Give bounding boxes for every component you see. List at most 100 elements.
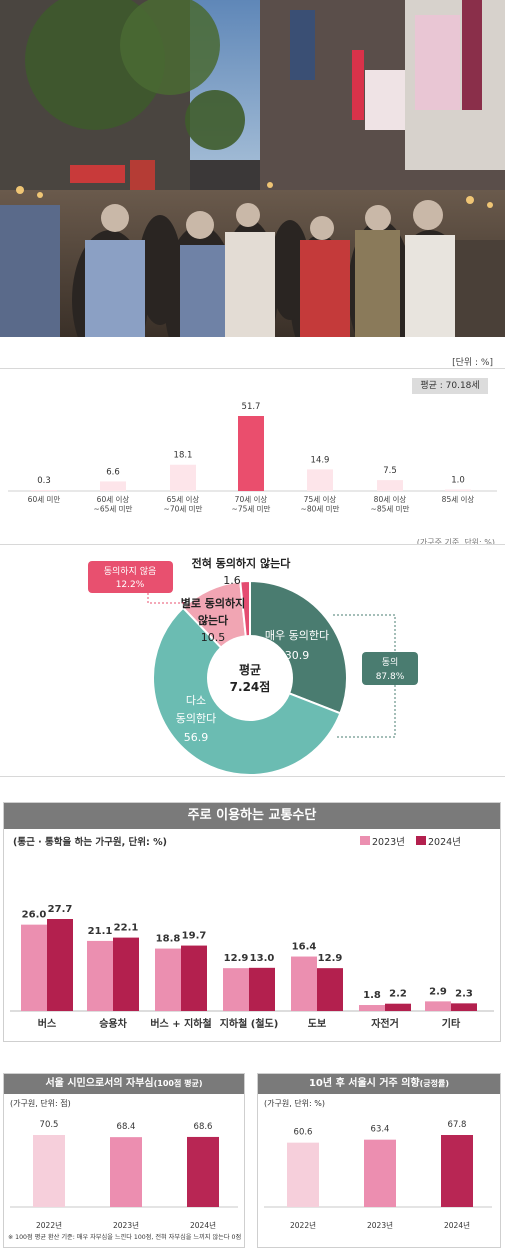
- bar-0-1: [87, 940, 113, 1011]
- value-label-1-2: 19.7: [182, 931, 207, 942]
- bar-3: [238, 416, 264, 491]
- bar-0: [33, 1135, 65, 1207]
- category-label-4-0: 75세 이상: [304, 494, 337, 504]
- value-label-1-1: 22.1: [114, 923, 139, 934]
- category-label-1: 2023년: [367, 1220, 393, 1230]
- pride-bars: 70.5 2022년 68.4 2023년 68.6 2024년: [10, 1120, 238, 1230]
- category-label-1-0: 60세 이상: [97, 494, 130, 504]
- value-label-0-4: 16.4: [292, 942, 317, 953]
- value-label-0-2: 18.8: [156, 934, 181, 945]
- bar-4: [307, 469, 333, 491]
- value-label-0-6: 2.9: [429, 986, 447, 997]
- value-label-6: 1.0: [451, 476, 465, 486]
- category-label-2: 2024년: [444, 1220, 470, 1230]
- callout-agree-value: 87.8%: [376, 672, 405, 682]
- value-label-0-3: 12.9: [224, 953, 249, 964]
- callout-agree-box: [362, 652, 418, 685]
- category-label-4: 도보: [308, 1018, 326, 1030]
- bar-1-4: [317, 968, 343, 1011]
- callout-disagree-title: 동의하지 않음: [104, 566, 157, 577]
- bar-1-0: [47, 919, 73, 1011]
- donut-hole: [207, 635, 293, 721]
- value-label-0: 70.5: [40, 1120, 59, 1130]
- transport-chart: 주로 이용하는 교통수단 (통근 · 통학을 하는 가구원, 단위: %) 20…: [3, 802, 501, 1042]
- chart-subtitle: (가구원, 단위: %): [264, 1099, 325, 1108]
- category-label-5-0: 80세 이상: [374, 494, 407, 504]
- bar-1-2: [181, 945, 207, 1011]
- bar-2: [441, 1135, 473, 1207]
- value-label-1-4: 12.9: [318, 953, 343, 964]
- slice-value-0: 30.9: [285, 649, 310, 662]
- chart-title: 주로 이용하는 교통수단: [4, 803, 500, 829]
- category-label-2: 2024년: [190, 1220, 216, 1230]
- slice-label-1a: 다소: [186, 694, 206, 707]
- value-label-2: 68.6: [194, 1122, 213, 1132]
- category-label-3-1: ~75세 미만: [232, 505, 271, 514]
- callout-agree-title: 동의: [382, 657, 399, 668]
- category-label-1-1: ~65세 미만: [94, 505, 133, 514]
- bar-0-6: [425, 1001, 451, 1011]
- slice-label-1b: 동의한다: [176, 712, 216, 725]
- age-bars: 0.3 60세 미만 6.6 60세 이상~65세 미만 18.1 65세 이상~70세 …: [8, 402, 497, 514]
- bar-1-5: [385, 1003, 411, 1011]
- bar-0: [31, 490, 57, 491]
- slice-value-2: 10.5: [201, 631, 226, 644]
- bar-5: [377, 480, 403, 491]
- slice-label-3: 전혀 동의하지 않는다: [192, 556, 292, 570]
- category-label-2-1: ~70세 미만: [164, 505, 203, 514]
- callout-disagree-value: 12.2%: [116, 580, 145, 590]
- value-label-1: 68.4: [117, 1122, 136, 1132]
- callout-agree-leader-bottom: [337, 685, 396, 738]
- bar-1-3: [249, 967, 275, 1011]
- category-label-0: 버스: [38, 1017, 56, 1030]
- category-label-4-1: ~80세 미만: [301, 505, 340, 514]
- chart-title: 10년 후 서울시 거주 의향(긍정률): [258, 1074, 500, 1094]
- chart-subtitle: (통근 · 통학을 하는 가구원, 단위: %): [13, 837, 167, 848]
- bar-0-4: [291, 956, 317, 1011]
- bar-2: [187, 1136, 219, 1207]
- category-label-2: 버스 + 지하철: [150, 1017, 211, 1030]
- street-photo: [0, 0, 505, 337]
- slice-label-2b: 않는다: [198, 613, 229, 627]
- agreement-donut-chart: 평균 7.24점 매우 동의한다 30.9 다소 동의한다 56.9 별로 동의하지 않는다 10…: [0, 540, 505, 780]
- legend-label-2023: 2023년: [372, 837, 405, 848]
- bar-0-2: [155, 948, 181, 1011]
- average-badge: 평균 : 70.18세: [412, 378, 488, 394]
- category-label-5: 자전거: [371, 1017, 399, 1030]
- legend-swatch-2023: [360, 836, 370, 845]
- category-label-0: 2022년: [290, 1220, 316, 1230]
- category-label-1: 2023년: [113, 1220, 139, 1230]
- footnote: (가구주 기준, 단위: %): [416, 538, 495, 544]
- value-label-1-6: 2.3: [455, 988, 473, 999]
- transport-bars: 26.027.7 버스 21.1 22.1 승용차 18.8 19.7 버스 + 지하철 12.…: [10, 904, 494, 1030]
- pride-chart: 서울 시민으로서의 자부심(100점 평균) (가구원, 단위: 점) 70.5…: [3, 1073, 245, 1248]
- category-label-3-0: 70세 이상: [235, 494, 268, 504]
- bar-2: [170, 464, 196, 491]
- value-label-3: 51.7: [242, 402, 261, 412]
- category-label-5-1: ~85세 미만: [371, 505, 410, 514]
- value-label-1: 63.4: [371, 1125, 390, 1135]
- category-label-6: 기타: [442, 1017, 461, 1030]
- bar-0-0: [21, 924, 47, 1011]
- value-label-0-5: 1.8: [363, 990, 381, 1001]
- residence-chart: 10년 후 서울시 거주 의향(긍정률) (가구원, 단위: %) 60.6 20…: [257, 1073, 501, 1248]
- category-label-2-0: 65세 이상: [167, 494, 200, 504]
- value-label-1-0: 27.7: [48, 904, 73, 915]
- slice-label-2a: 별로 동의하지: [181, 596, 246, 610]
- unit-label: [단위 : %]: [452, 358, 493, 368]
- bar-1: [364, 1139, 396, 1207]
- slice-label-0: 매우 동의한다: [265, 629, 329, 642]
- value-label-0: 0.3: [37, 476, 51, 486]
- value-label-5: 7.5: [383, 466, 397, 476]
- callout-disagree-box: [88, 561, 173, 593]
- callout-disagree-leader: [147, 593, 186, 604]
- value-label-2: 18.1: [174, 451, 193, 461]
- value-label-1-3: 13.0: [250, 953, 275, 964]
- bar-0-5: [359, 1005, 385, 1011]
- chart-subtitle: (가구원, 단위: 점): [10, 1099, 71, 1108]
- value-label-0-0: 26.0: [22, 910, 47, 921]
- center-value: 7.24점: [230, 679, 271, 694]
- chart-title: 서울 시민으로서의 자부심(100점 평균): [4, 1074, 244, 1094]
- slice-value-3: 1.6: [223, 574, 241, 587]
- chart-title-suffix: (100점 평균): [153, 1079, 203, 1088]
